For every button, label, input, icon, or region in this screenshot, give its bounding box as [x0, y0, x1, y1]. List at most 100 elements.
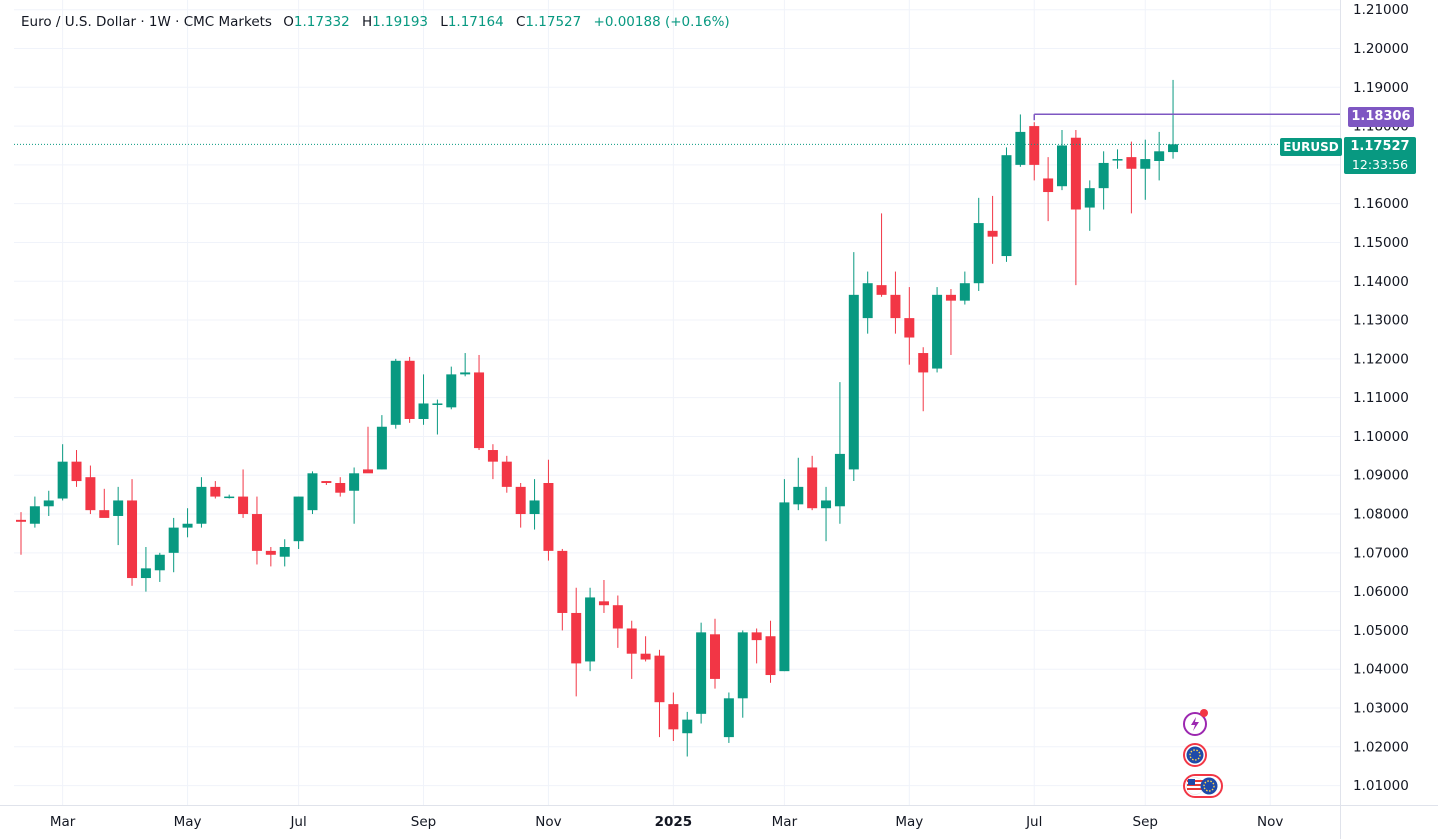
- candle[interactable]: [1015, 114, 1026, 167]
- candle[interactable]: [1043, 157, 1054, 222]
- candle[interactable]: [612, 595, 623, 648]
- eu-flag-glyph: [1186, 746, 1204, 764]
- candle[interactable]: [57, 444, 68, 501]
- candle[interactable]: [113, 486, 124, 546]
- candle[interactable]: [918, 347, 929, 412]
- candle[interactable]: [807, 455, 818, 511]
- candle-body: [335, 483, 346, 493]
- candle[interactable]: [557, 548, 568, 631]
- symbol-tag-text: EURUSD: [1283, 140, 1339, 154]
- candle[interactable]: [279, 539, 290, 567]
- candle[interactable]: [349, 467, 360, 524]
- candle[interactable]: [43, 490, 54, 516]
- candle[interactable]: [834, 382, 845, 524]
- candle[interactable]: [1084, 180, 1095, 231]
- candle[interactable]: [363, 426, 373, 474]
- candle[interactable]: [432, 399, 443, 435]
- candle[interactable]: [585, 587, 596, 672]
- candle[interactable]: [959, 271, 970, 305]
- candle[interactable]: [251, 496, 262, 565]
- candle[interactable]: [737, 630, 748, 718]
- price-line-label[interactable]: 1.18306: [1348, 107, 1414, 127]
- candle[interactable]: [1154, 131, 1165, 181]
- candle[interactable]: [626, 620, 637, 679]
- candle[interactable]: [668, 692, 679, 741]
- candle[interactable]: [848, 252, 859, 482]
- candle[interactable]: [474, 354, 485, 451]
- candle[interactable]: [515, 483, 526, 528]
- candle[interactable]: [682, 711, 693, 757]
- candle[interactable]: [404, 356, 415, 423]
- candle[interactable]: [571, 587, 582, 697]
- candle[interactable]: [1112, 149, 1123, 169]
- time-axis[interactable]: Mar May Jul Sep Nov 2025 Mar May Jul Sep Nov: [0, 805, 1438, 831]
- candle[interactable]: [765, 620, 776, 683]
- candle[interactable]: [71, 450, 82, 487]
- candle[interactable]: [224, 494, 235, 499]
- candle[interactable]: [168, 517, 179, 573]
- candle[interactable]: [238, 469, 249, 518]
- candle[interactable]: [127, 479, 138, 586]
- candle[interactable]: [529, 479, 540, 530]
- candle[interactable]: [182, 508, 193, 538]
- candle[interactable]: [210, 481, 221, 499]
- candle[interactable]: [321, 481, 332, 485]
- legend-high-value: 1.19193: [372, 14, 428, 30]
- candle[interactable]: [543, 459, 554, 561]
- eu-flag-icon[interactable]: [1183, 743, 1207, 767]
- candle[interactable]: [487, 444, 498, 480]
- candle[interactable]: [1029, 122, 1040, 181]
- candle[interactable]: [293, 496, 304, 549]
- candle[interactable]: [987, 195, 998, 264]
- candle[interactable]: [654, 649, 665, 738]
- candle[interactable]: [265, 547, 276, 567]
- candle[interactable]: [1126, 141, 1137, 214]
- candle[interactable]: [1057, 129, 1067, 191]
- candle[interactable]: [1168, 79, 1179, 159]
- candle[interactable]: [16, 512, 26, 555]
- candle[interactable]: [335, 477, 346, 497]
- candle[interactable]: [154, 552, 165, 582]
- candle[interactable]: [973, 197, 984, 291]
- candle[interactable]: [85, 465, 96, 515]
- candle[interactable]: [932, 287, 943, 373]
- candle[interactable]: [710, 618, 720, 689]
- candle-body: [571, 612, 582, 664]
- candle[interactable]: [376, 415, 387, 470]
- candle[interactable]: [904, 287, 915, 365]
- candle[interactable]: [418, 374, 429, 425]
- candle[interactable]: [446, 366, 457, 410]
- candle-body: [987, 230, 998, 237]
- us-eu-flags-icon[interactable]: [1183, 774, 1223, 798]
- candle[interactable]: [29, 496, 40, 528]
- candle[interactable]: [751, 628, 762, 664]
- candle[interactable]: [779, 479, 790, 672]
- candle[interactable]: [821, 486, 832, 542]
- candle[interactable]: [1070, 129, 1081, 286]
- candle-body: [918, 353, 929, 373]
- candle[interactable]: [890, 271, 901, 334]
- candle[interactable]: [598, 579, 609, 613]
- candle[interactable]: [862, 271, 873, 334]
- candle[interactable]: [1098, 151, 1109, 210]
- candle[interactable]: [307, 471, 318, 515]
- candle-body: [1029, 126, 1040, 165]
- candle[interactable]: [460, 353, 471, 377]
- candle[interactable]: [99, 488, 110, 518]
- candle[interactable]: [390, 358, 401, 429]
- candle[interactable]: [876, 213, 887, 297]
- candle[interactable]: [501, 455, 512, 493]
- candle[interactable]: [140, 547, 151, 592]
- candle[interactable]: [1140, 139, 1151, 200]
- candle-body: [251, 514, 262, 551]
- candle-body: [751, 632, 762, 641]
- candle[interactable]: [723, 692, 734, 743]
- candle[interactable]: [640, 636, 651, 662]
- candle[interactable]: [1001, 147, 1012, 262]
- candle[interactable]: [696, 622, 707, 724]
- candles-layer: [16, 79, 1179, 757]
- candle[interactable]: [793, 457, 804, 511]
- candle[interactable]: [945, 289, 956, 355]
- candle[interactable]: [196, 477, 207, 528]
